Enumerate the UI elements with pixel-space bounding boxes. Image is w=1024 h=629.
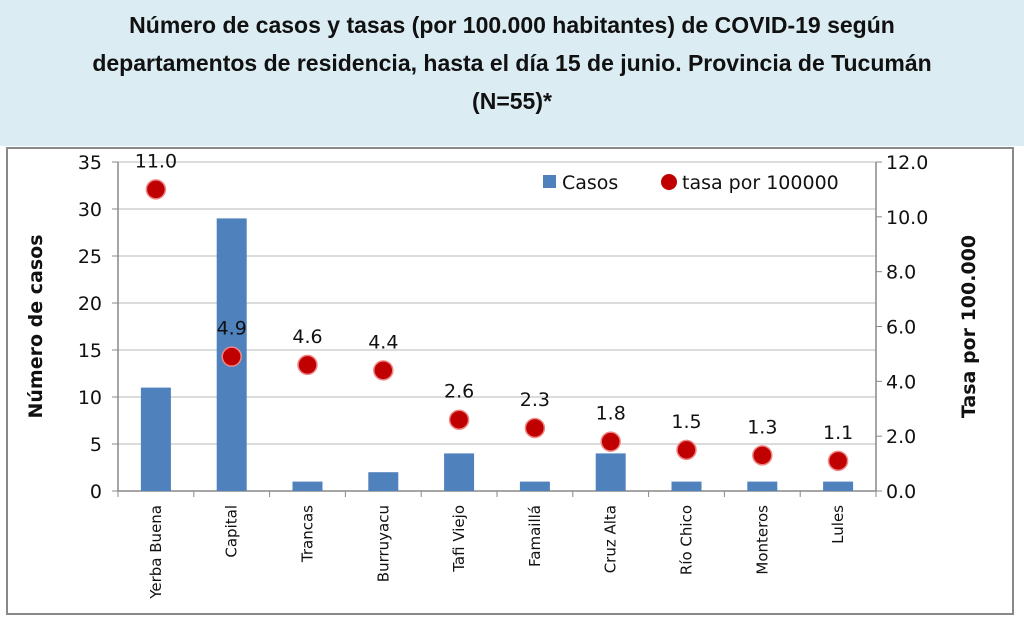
rate-label: 1.8 (596, 403, 626, 425)
x-tick-label: Famaillá (526, 505, 544, 567)
y-tick-label: 20 (78, 293, 102, 315)
x-tick-label: Lules (829, 505, 847, 544)
legend-point-swatch (661, 174, 677, 190)
x-tick-label: Cruz Alta (602, 505, 620, 573)
y2-axis-title: Tasa por 100.000 (958, 235, 980, 418)
y2-tick-label: 10.0 (886, 207, 928, 229)
rate-label: 2.6 (444, 381, 474, 403)
rate-point (145, 179, 167, 200)
title-line-3: (N=55)* (472, 88, 552, 114)
rate-label: 2.3 (520, 389, 550, 411)
x-tick-label: Capital (223, 505, 241, 558)
title-line-2: departamentos de residencia, hasta el dí… (92, 50, 932, 76)
bar-famaillá (519, 481, 550, 491)
rate-point (524, 417, 546, 439)
y2-tick-label: 6.0 (886, 317, 916, 339)
chart-frame (6, 147, 1014, 615)
rate-label: 1.3 (747, 416, 777, 438)
y2-tick-label: 0.0 (886, 481, 916, 503)
rate-label: 4.6 (292, 326, 322, 348)
bar-cruz-alta (595, 453, 626, 491)
chart-title: Número de casos y tasas (por 100.000 hab… (0, 0, 1024, 146)
x-tick-label: Yerba Buena (147, 505, 165, 600)
rate-point (297, 354, 318, 376)
rate-point (221, 346, 242, 367)
y-axis-title: Número de casos (25, 234, 47, 418)
y2-tick-label: 2.0 (886, 426, 916, 448)
rate-label: 4.9 (217, 318, 247, 340)
x-tick-label: Río Chico (678, 505, 696, 575)
bar-monteros (747, 481, 778, 491)
y-tick-label: 35 (78, 152, 102, 174)
y2-tick-label: 12.0 (886, 152, 928, 174)
bar-yerba-buena (140, 387, 171, 491)
y-tick-label: 5 (90, 434, 102, 456)
legend-label-casos: Casos (562, 172, 618, 194)
rate-point (600, 431, 621, 452)
y-tick-label: 25 (78, 246, 102, 268)
y2-tick-label: 4.0 (886, 371, 916, 393)
x-tick-label: Tafi Viejo (450, 505, 468, 573)
bar-lules (823, 481, 854, 491)
bar-río-chico (671, 481, 702, 491)
x-tick-label: Monteros (753, 505, 771, 575)
title-line-1: Número de casos y tasas (por 100.000 hab… (129, 12, 895, 38)
rate-point (827, 450, 849, 472)
rate-point (676, 439, 697, 461)
legend-bar-swatch (543, 175, 556, 188)
legend-label-tasa: tasa por 100000 (682, 172, 839, 194)
y-tick-label: 0 (90, 481, 102, 503)
y-tick-label: 15 (78, 340, 102, 362)
bar-tafi-viejo (444, 453, 475, 491)
y-tick-label: 30 (78, 199, 102, 221)
y2-tick-label: 8.0 (886, 262, 916, 284)
bar-trancas (292, 481, 323, 491)
rate-label: 11.0 (135, 150, 177, 172)
rate-point (448, 409, 470, 430)
rate-label: 4.4 (368, 331, 398, 353)
rate-point (373, 360, 394, 381)
bar-burruyacu (368, 472, 399, 491)
x-tick-label: Burruyacu (374, 505, 392, 582)
x-tick-label: Trancas (299, 505, 317, 563)
rate-label: 1.1 (823, 422, 853, 444)
rate-point (752, 445, 773, 466)
rate-label: 1.5 (671, 411, 701, 433)
y-tick-label: 10 (78, 387, 102, 409)
